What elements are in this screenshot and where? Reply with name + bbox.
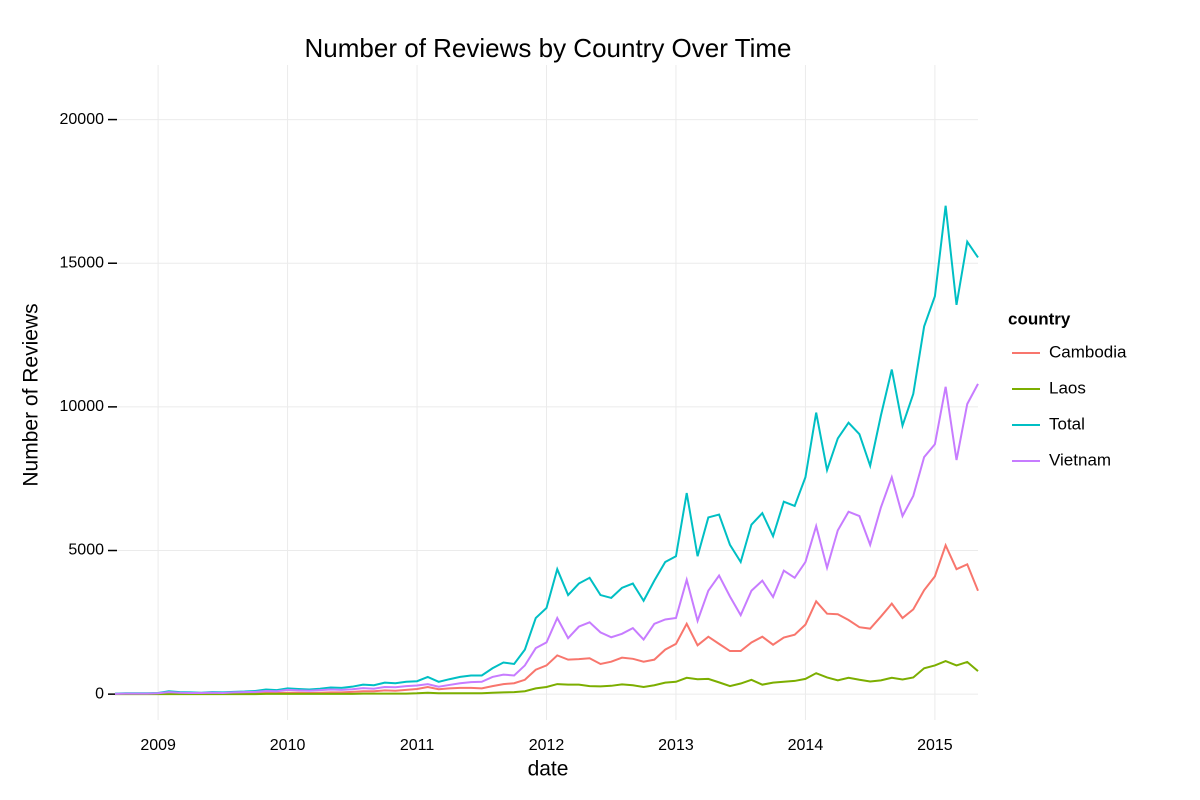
x-tick-label: 2012 [529,737,565,754]
y-tick-label: 0 [95,685,104,702]
x-tick-label: 2009 [140,737,176,754]
chart-title: Number of Reviews by Country Over Time [305,33,792,63]
legend-label: Total [1049,414,1085,433]
legend-label: Laos [1049,378,1086,397]
data-line [114,383,979,695]
legend-label: Vietnam [1049,450,1111,469]
x-axis-label: date [528,758,569,781]
y-tick-label: 20000 [60,111,105,128]
x-tick-label: 2013 [658,737,694,754]
data-line [114,205,979,695]
x-tick-label: 2010 [270,737,306,754]
y-tick-label: 15000 [60,254,105,271]
y-tick-label: 10000 [60,398,105,415]
y-tick-label: 5000 [68,542,104,559]
legend-title: country [1008,309,1071,328]
data-line [115,660,979,696]
x-tick-label: 2015 [917,737,953,754]
x-tick-label: 2014 [788,737,824,754]
legend-label: Cambodia [1049,342,1127,361]
y-axis-label: Number of Reviews [20,303,43,486]
x-tick-label: 2011 [400,737,435,754]
